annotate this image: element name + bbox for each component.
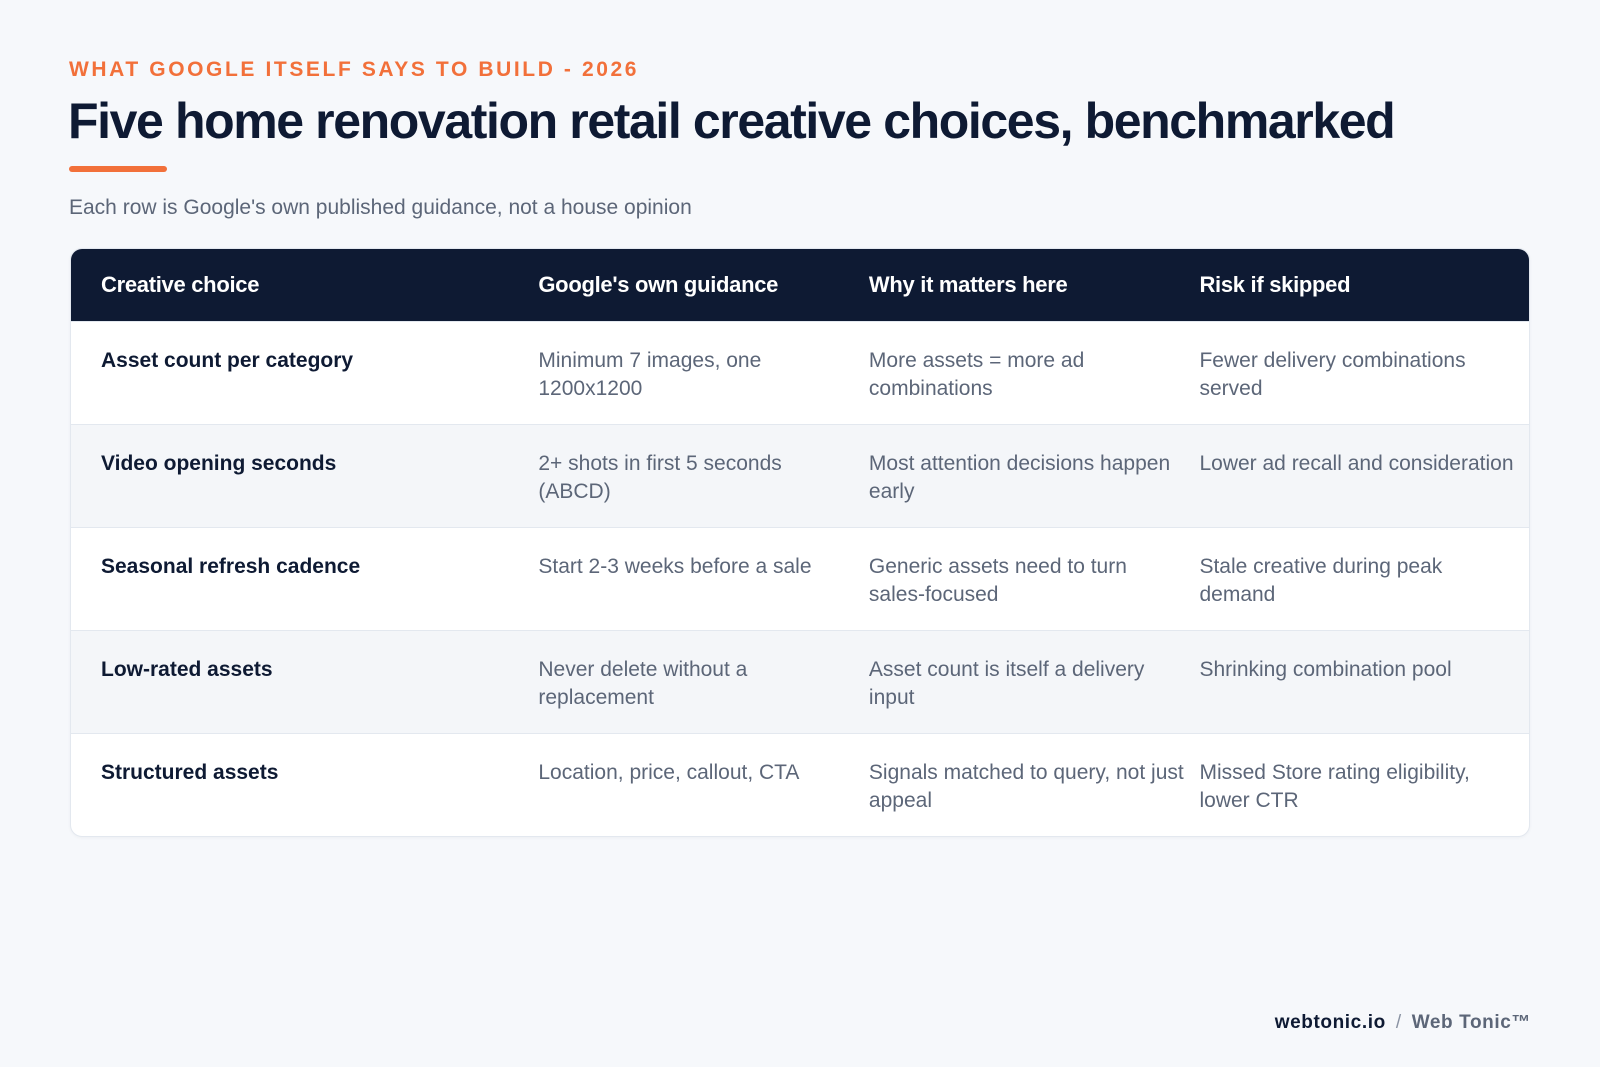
footer-credit: webtonic.io / Web Tonic™ — [1275, 1012, 1531, 1034]
cell-risk: Stale creative during peak demand — [1199, 555, 1443, 606]
cell-why: Signals matched to query, not just appea… — [868, 761, 1184, 812]
cell-creative-choice: Asset count per category — [101, 349, 354, 372]
cell-guidance: Location, price, callout, CTA — [538, 761, 800, 784]
page-title: Five home renovation retail creative cho… — [68, 93, 1396, 149]
cell-risk: Shrinking combination pool — [1199, 658, 1452, 681]
cell-why: Generic assets need to turn sales-focuse… — [868, 555, 1127, 606]
table-row: Asset count per category Minimum 7 image… — [71, 321, 1529, 424]
cell-creative-choice: Low-rated assets — [101, 658, 273, 681]
header-why-it-matters: Why it matters here — [868, 272, 1068, 297]
cell-guidance: Never delete without a replacement — [538, 658, 748, 709]
cell-why: More assets = more ad combinations — [868, 349, 1085, 400]
cell-why: Asset count is itself a delivery input — [868, 658, 1145, 709]
cell-creative-choice: Structured assets — [101, 761, 279, 784]
footer-domain: webtonic.io — [1274, 1012, 1386, 1033]
eyebrow-label: WHAT GOOGLE ITSELF SAYS TO BUILD - 2026 — [69, 58, 640, 81]
footer-separator: / — [1395, 1012, 1402, 1033]
cell-risk: Missed Store rating eligibility, lower C… — [1199, 761, 1470, 812]
cell-creative-choice: Seasonal refresh cadence — [101, 555, 361, 578]
cell-risk: Fewer delivery combinations served — [1199, 349, 1466, 400]
page-subtitle: Each row is Google's own published guida… — [69, 196, 692, 219]
table-header: Creative choice Google's own guidance Wh… — [71, 249, 1529, 321]
table-row: Seasonal refresh cadence Start 2-3 weeks… — [71, 527, 1529, 630]
table-row: Structured assets Location, price, callo… — [71, 733, 1529, 836]
table-row: Video opening seconds 2+ shots in first … — [71, 424, 1529, 527]
cell-why: Most attention decisions happen early — [868, 452, 1171, 503]
cell-guidance: Minimum 7 images, one 1200x1200 — [538, 349, 762, 400]
cell-creative-choice: Video opening seconds — [101, 452, 337, 475]
cell-risk: Lower ad recall and consideration — [1199, 452, 1514, 475]
table-row: Low-rated assets Never delete without a … — [71, 630, 1529, 733]
benchmark-table: Creative choice Google's own guidance Wh… — [70, 248, 1530, 837]
header-risk-if-skipped: Risk if skipped — [1199, 272, 1351, 297]
cell-guidance: Start 2-3 weeks before a sale — [538, 555, 812, 578]
cell-guidance: 2+ shots in first 5 seconds (ABCD) — [538, 452, 782, 503]
header-google-guidance: Google's own guidance — [538, 272, 779, 297]
footer-brand: Web Tonic™ — [1411, 1012, 1531, 1033]
header-creative-choice: Creative choice — [101, 272, 260, 297]
title-accent-bar — [69, 166, 167, 172]
